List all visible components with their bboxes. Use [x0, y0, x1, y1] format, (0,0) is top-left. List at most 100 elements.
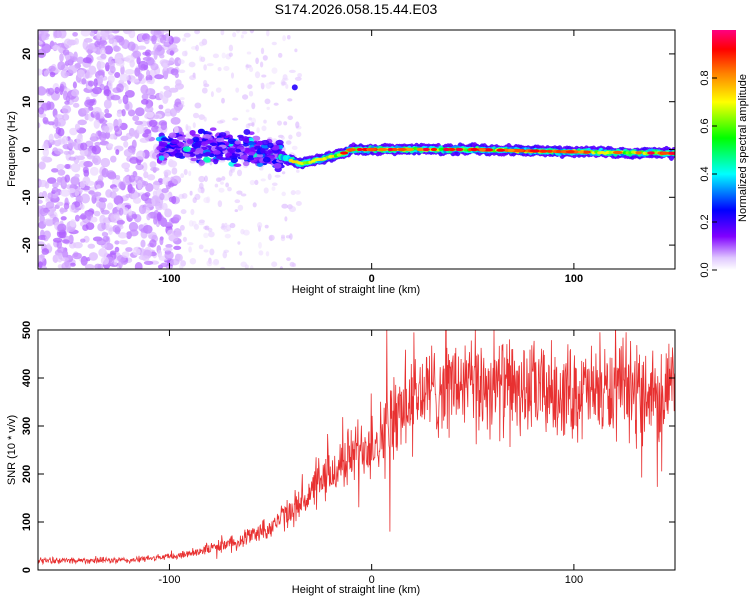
spectrogram-cell — [38, 122, 41, 129]
spectrogram-cell — [80, 255, 88, 266]
spectrogram-cell — [128, 221, 139, 232]
spectrogram-cell — [159, 236, 164, 246]
spectrogram-cell — [89, 166, 99, 176]
spectrogram-cell — [76, 69, 85, 78]
spectrogram-cell — [377, 147, 388, 152]
spectrogram-cell — [209, 127, 217, 132]
spectrogram-cell — [204, 225, 210, 231]
spectrogram-cell — [221, 97, 225, 104]
spectrogram-cell — [194, 102, 202, 109]
spectrogram-cell — [141, 181, 149, 186]
spectrogram-cell — [128, 174, 136, 183]
spectrogram-cell — [144, 49, 152, 57]
spectrogram-cell — [229, 155, 238, 159]
spectrogram-cell — [52, 237, 63, 243]
spectrogram-cell — [261, 74, 267, 78]
spectrogram-cell — [70, 176, 80, 186]
spectrogram-cell — [43, 70, 49, 77]
spectrogram-cell — [189, 129, 196, 136]
spectrogram-cell — [182, 236, 187, 242]
spectrogram-cell — [109, 250, 117, 255]
spectrogram-cell — [77, 119, 87, 126]
spectrogram-cell — [162, 94, 169, 104]
spectrogram-image — [38, 30, 675, 269]
spectrogram-cell — [121, 109, 126, 117]
spectrogram-cell — [109, 133, 117, 140]
spectrogram-cell — [248, 90, 254, 97]
spectrogram-cell — [114, 246, 120, 253]
spectrogram-cell — [565, 150, 575, 154]
spectrogram-cell — [177, 104, 185, 108]
spectrogram-cell — [271, 41, 277, 46]
spectrogram-cell — [225, 182, 230, 188]
spectrogram-cell — [114, 226, 121, 235]
spectrogram-cell — [240, 261, 247, 268]
spectrogram-cell — [215, 146, 223, 150]
spectrogram-cell — [578, 150, 584, 154]
spectrogram-cell — [204, 151, 211, 156]
spectrogram-cell — [228, 147, 236, 154]
spectrogram-cell — [216, 120, 224, 124]
spectrogram-cell — [61, 104, 72, 114]
spectrogram-cell — [240, 34, 244, 39]
spectrogram-cell — [583, 150, 590, 154]
spectrogram-cell — [158, 104, 164, 110]
spectrogram-cell — [94, 263, 102, 269]
spectrogram-cell — [203, 79, 208, 86]
spectrogram-cell — [271, 261, 278, 267]
spectrogram-cell — [123, 140, 129, 148]
spectrogram-cell — [218, 187, 225, 193]
spectrogram-cell — [291, 263, 297, 267]
spectrogram-cell — [234, 140, 241, 145]
spectrogram-cell — [239, 251, 243, 256]
spectrogram-cell — [93, 78, 98, 88]
spectrogram-cell — [260, 148, 266, 154]
spectrogram-cell — [38, 68, 43, 76]
spectrogram-cell — [66, 226, 76, 233]
spectrogram-cell — [297, 72, 303, 78]
spectrogram-cell — [159, 53, 165, 59]
spectrogram-cell — [262, 156, 271, 163]
spectrogram-cell — [234, 199, 241, 204]
spectrogram-cell — [86, 155, 96, 160]
spectrogram-cell — [139, 137, 150, 143]
spectrogram-cell — [80, 193, 91, 204]
y-tick-label: 200 — [21, 465, 33, 483]
spectrogram-cell — [98, 197, 108, 203]
spectrogram-cell — [181, 50, 188, 57]
spectrogram-cell — [97, 119, 108, 124]
spectrogram-cell — [241, 31, 248, 35]
spectrogram-cell — [161, 202, 168, 211]
x-tick-label: 100 — [565, 574, 583, 586]
spectrogram-cell — [74, 188, 83, 194]
spectrogram-cell — [182, 146, 192, 152]
spectrogram-cell — [233, 163, 242, 167]
spectrogram-cell — [470, 147, 479, 152]
spectrogram-cell — [127, 41, 136, 51]
spectrogram-cell — [124, 69, 135, 75]
spectrogram-cell — [243, 229, 250, 236]
spectrogram-cell — [267, 142, 274, 149]
spectrogram-cell — [171, 167, 178, 175]
spectrogram-cell — [90, 132, 97, 143]
spectrogram-cell — [45, 201, 55, 209]
spectrogram-cell — [210, 91, 214, 98]
spectrogram-cell — [296, 169, 300, 173]
spectrogram-cell — [129, 59, 135, 68]
spectrogram-cell — [113, 125, 120, 132]
spectrogram-cell — [118, 258, 123, 269]
spectrogram-cell — [67, 139, 74, 149]
colorbar: 0.0 0.2 0.4 0.6 0.8 Normalized spectral ampl… — [699, 30, 749, 278]
spectrogram-cell — [153, 216, 158, 225]
spectrogram-cell — [155, 136, 164, 142]
spectrogram-cell — [87, 80, 95, 87]
spectrogram-cell — [177, 59, 185, 65]
spectrogram-cell — [230, 157, 238, 164]
spectrogram-cell — [188, 220, 194, 227]
spectrogram-cell — [58, 30, 67, 39]
spectrogram-cell — [176, 136, 186, 141]
spectrogram-cell — [104, 108, 110, 114]
spectrogram-cell — [260, 47, 265, 55]
spectrogram-cell — [416, 147, 424, 152]
